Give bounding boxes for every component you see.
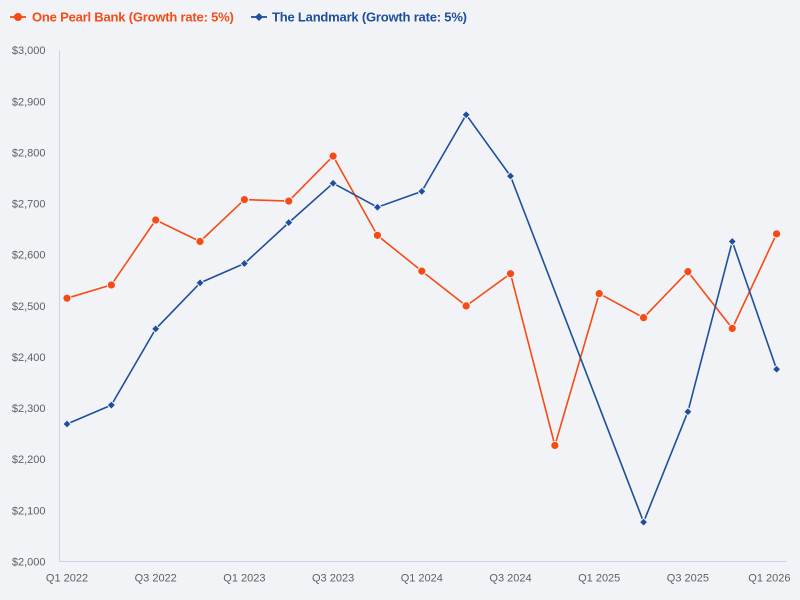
data-point-marker[interactable]: [461, 109, 471, 120]
data-point-marker[interactable]: [239, 258, 250, 269]
data-point-marker[interactable]: [505, 269, 516, 279]
axes: [59, 50, 786, 562]
y-tick-label: $2,600: [12, 250, 46, 262]
data-point-marker[interactable]: [62, 419, 72, 429]
x-axis-tick-labels: Q1 2022 Q3 2022 Q1 2023 Q3 2023 Q1 2024 Q3 20…: [46, 573, 791, 585]
x-tick-label: Q3 2024: [489, 573, 531, 585]
data-point-marker[interactable]: [106, 280, 116, 290]
y-tick-label: $2,300: [12, 403, 46, 415]
x-tick-label: Q1 2024: [401, 573, 443, 585]
data-point-marker[interactable]: [151, 215, 161, 225]
data-point-marker[interactable]: [638, 313, 649, 323]
data-point-marker[interactable]: [195, 278, 205, 288]
legend: One Pearl Bank (Growth rate: 5%) The Land…: [10, 10, 467, 25]
y-tick-label: $2,700: [12, 199, 46, 211]
diamond-marker-icon: [255, 13, 263, 21]
data-point-marker[interactable]: [372, 230, 383, 240]
legend-item-label: The Landmark (Growth rate: 5%): [272, 10, 467, 25]
data-point-marker[interactable]: [727, 236, 738, 247]
series-the-landmark: [62, 109, 782, 527]
x-tick-label: Q1 2023: [223, 573, 265, 585]
series-line: [66, 113, 778, 523]
x-tick-label: Q3 2022: [135, 573, 177, 585]
data-point-marker[interactable]: [550, 440, 560, 451]
data-point-marker[interactable]: [638, 517, 649, 527]
x-tick-label: Q3 2025: [667, 573, 709, 585]
x-tick-label: Q3 2023: [312, 573, 354, 585]
data-point-marker[interactable]: [328, 151, 338, 161]
data-point-marker[interactable]: [461, 301, 471, 311]
data-point-marker[interactable]: [505, 171, 516, 181]
data-point-marker[interactable]: [417, 266, 427, 276]
x-tick-label: Q1 2025: [578, 573, 620, 585]
data-point-marker[interactable]: [771, 364, 782, 375]
data-point-marker[interactable]: [62, 293, 72, 303]
data-point-marker[interactable]: [683, 406, 693, 417]
series-one-pearl-bank: [62, 151, 782, 451]
x-tick-label: Q1 2022: [46, 573, 88, 585]
y-axis-tick-labels: $2,000 $2,100 $2,200 $2,300 $2,400 $2,500 $2,6…: [12, 45, 46, 568]
data-point-marker[interactable]: [195, 236, 205, 247]
data-point-marker[interactable]: [106, 400, 117, 410]
x-tick-label: Q1 2026: [748, 573, 790, 585]
data-point-marker[interactable]: [772, 229, 782, 239]
legend-item-the-landmark[interactable]: The Landmark (Growth rate: 5%): [251, 10, 467, 25]
y-tick-label: $2,200: [12, 454, 46, 466]
legend-item-one-pearl-bank[interactable]: One Pearl Bank (Growth rate: 5%): [10, 10, 234, 25]
data-point-marker[interactable]: [328, 178, 338, 189]
y-tick-label: $2,800: [12, 147, 46, 159]
circle-marker-icon: [14, 13, 22, 21]
data-point-marker[interactable]: [594, 289, 604, 299]
y-tick-label: $2,000: [12, 556, 46, 568]
y-tick-label: $2,500: [12, 301, 46, 313]
data-point-marker[interactable]: [150, 324, 161, 334]
legend-item-label: One Pearl Bank (Growth rate: 5%): [32, 10, 234, 25]
data-point-marker[interactable]: [416, 186, 427, 197]
data-point-marker[interactable]: [727, 323, 737, 333]
y-tick-label: $2,900: [12, 96, 46, 108]
data-point-marker[interactable]: [683, 267, 693, 277]
y-tick-label: $3,000: [12, 45, 46, 57]
data-point-marker[interactable]: [372, 202, 383, 213]
series-line: [66, 155, 778, 447]
data-point-marker[interactable]: [239, 194, 249, 205]
y-tick-label: $2,100: [12, 505, 46, 517]
data-point-marker[interactable]: [284, 196, 294, 206]
data-point-marker[interactable]: [283, 217, 294, 228]
y-tick-label: $2,400: [12, 352, 46, 364]
